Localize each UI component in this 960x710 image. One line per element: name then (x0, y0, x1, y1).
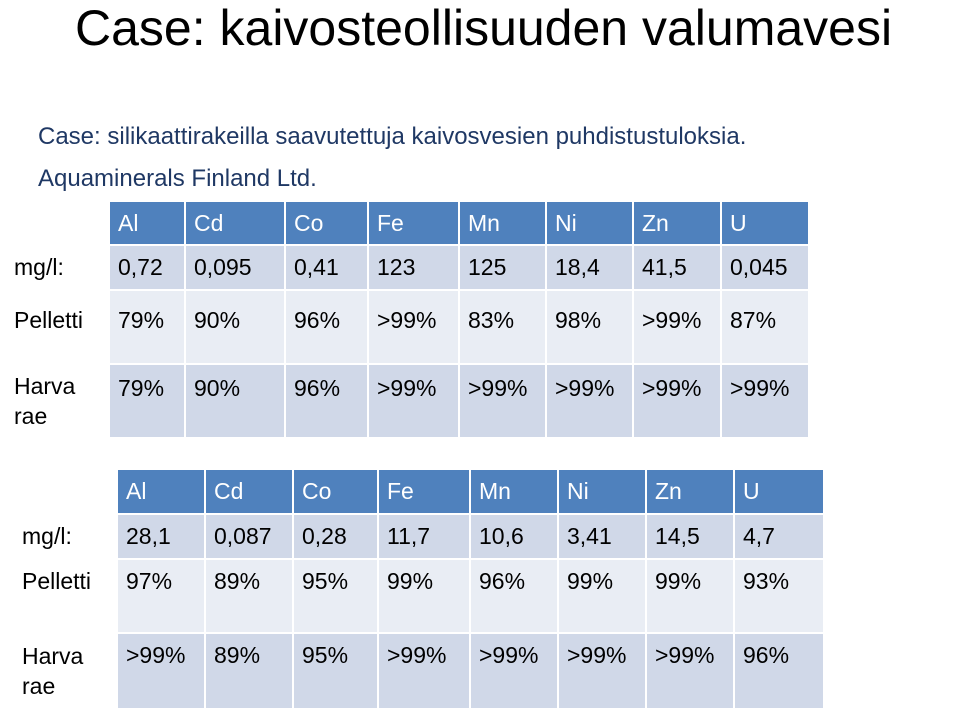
row-label-line: rae (22, 673, 56, 699)
table-cell: 79% (110, 365, 186, 439)
table-cell: 18,4 (547, 246, 634, 291)
header-cell: Co (294, 470, 379, 515)
table-row: mg/l: 0,72 0,095 0,41 123 125 18,4 41,5 … (6, 246, 810, 291)
table-cell: 89% (206, 560, 294, 634)
header-cell: Mn (460, 202, 547, 246)
header-corner (6, 202, 110, 246)
header-cell: Cd (206, 470, 294, 515)
header-cell: Al (118, 470, 206, 515)
results-table-2: Al Cd Co Fe Mn Ni Zn U mg/l: 28,1 0,087 … (14, 470, 825, 710)
header-cell: Zn (634, 202, 722, 246)
table-cell: 4,7 (735, 515, 825, 560)
table-cell: 14,5 (647, 515, 735, 560)
header-cell: Ni (547, 202, 634, 246)
row-label-line: rae (14, 403, 48, 429)
row-label: Harva rae (14, 634, 118, 710)
table-cell: 79% (110, 291, 186, 365)
table-cell: 96% (471, 560, 559, 634)
table-cell: >99% (634, 365, 722, 439)
table-row: Pelletti 97% 89% 95% 99% 96% 99% 99% 93% (14, 560, 825, 634)
table-row: Pelletti 79% 90% 96% >99% 83% 98% >99% 8… (6, 291, 810, 365)
table-cell: 93% (735, 560, 825, 634)
table-cell: 90% (186, 365, 286, 439)
row-label: mg/l: (14, 515, 118, 560)
table-cell: 0,087 (206, 515, 294, 560)
table-cell: 83% (460, 291, 547, 365)
header-cell: U (735, 470, 825, 515)
table-cell: 99% (647, 560, 735, 634)
table-cell: >99% (379, 634, 471, 710)
table-cell: 0,045 (722, 246, 810, 291)
table-cell: >99% (369, 365, 460, 439)
table-cell: 125 (460, 246, 547, 291)
results-table-1: Al Cd Co Fe Mn Ni Zn U mg/l: 0,72 0,095 … (6, 202, 810, 439)
table-cell: 123 (369, 246, 460, 291)
table-cell: 99% (379, 560, 471, 634)
header-cell: Ni (559, 470, 647, 515)
table-cell: >99% (722, 365, 810, 439)
table-cell: 0,41 (286, 246, 369, 291)
slide-title: Case: kaivosteollisuuden valumavesi (75, 0, 893, 56)
table-cell: 3,41 (559, 515, 647, 560)
table-row: Harva rae 79% 90% 96% >99% >99% >99% >99… (6, 365, 810, 439)
header-cell: Cd (186, 202, 286, 246)
table-cell: 0,28 (294, 515, 379, 560)
row-label: Pelletti (14, 560, 118, 634)
table-row: Harva rae >99% 89% 95% >99% >99% >99% >9… (14, 634, 825, 710)
table-cell: 0,095 (186, 246, 286, 291)
table-cell: >99% (647, 634, 735, 710)
table-cell: 95% (294, 560, 379, 634)
table-cell: 99% (559, 560, 647, 634)
header-cell: Co (286, 202, 369, 246)
table-cell: 0,72 (110, 246, 186, 291)
table-cell: 87% (722, 291, 810, 365)
header-corner (14, 470, 118, 515)
header-cell: Al (110, 202, 186, 246)
table-cell: >99% (471, 634, 559, 710)
table-cell: 98% (547, 291, 634, 365)
row-label: Pelletti (6, 291, 110, 365)
header-cell: Fe (379, 470, 471, 515)
subtitle-line-2: Aquaminerals Finland Ltd. (38, 165, 317, 192)
table-cell: >99% (634, 291, 722, 365)
table-row: mg/l: 28,1 0,087 0,28 11,7 10,6 3,41 14,… (14, 515, 825, 560)
row-label: mg/l: (6, 246, 110, 291)
header-cell: Fe (369, 202, 460, 246)
row-label-line: Harva (14, 373, 76, 399)
subtitle-line-1: Case: silikaattirakeilla saavutettuja ka… (38, 123, 747, 150)
table-cell: >99% (460, 365, 547, 439)
table-cell: 97% (118, 560, 206, 634)
row-label-line: Harva (22, 643, 84, 669)
table-cell: 11,7 (379, 515, 471, 560)
table-cell: 96% (735, 634, 825, 710)
table-cell: >99% (559, 634, 647, 710)
table-cell: 90% (186, 291, 286, 365)
table-cell: 95% (294, 634, 379, 710)
table-cell: 41,5 (634, 246, 722, 291)
table-header-row: Al Cd Co Fe Mn Ni Zn U (6, 202, 810, 246)
header-cell: Mn (471, 470, 559, 515)
table-cell: 96% (286, 365, 369, 439)
table-header-row: Al Cd Co Fe Mn Ni Zn U (14, 470, 825, 515)
table-cell: >99% (369, 291, 460, 365)
table-cell: 89% (206, 634, 294, 710)
table-cell: 10,6 (471, 515, 559, 560)
row-label: Harva rae (6, 365, 110, 439)
table-cell: 96% (286, 291, 369, 365)
table-cell: >99% (547, 365, 634, 439)
table-cell: 28,1 (118, 515, 206, 560)
table-cell: >99% (118, 634, 206, 710)
header-cell: U (722, 202, 810, 246)
header-cell: Zn (647, 470, 735, 515)
